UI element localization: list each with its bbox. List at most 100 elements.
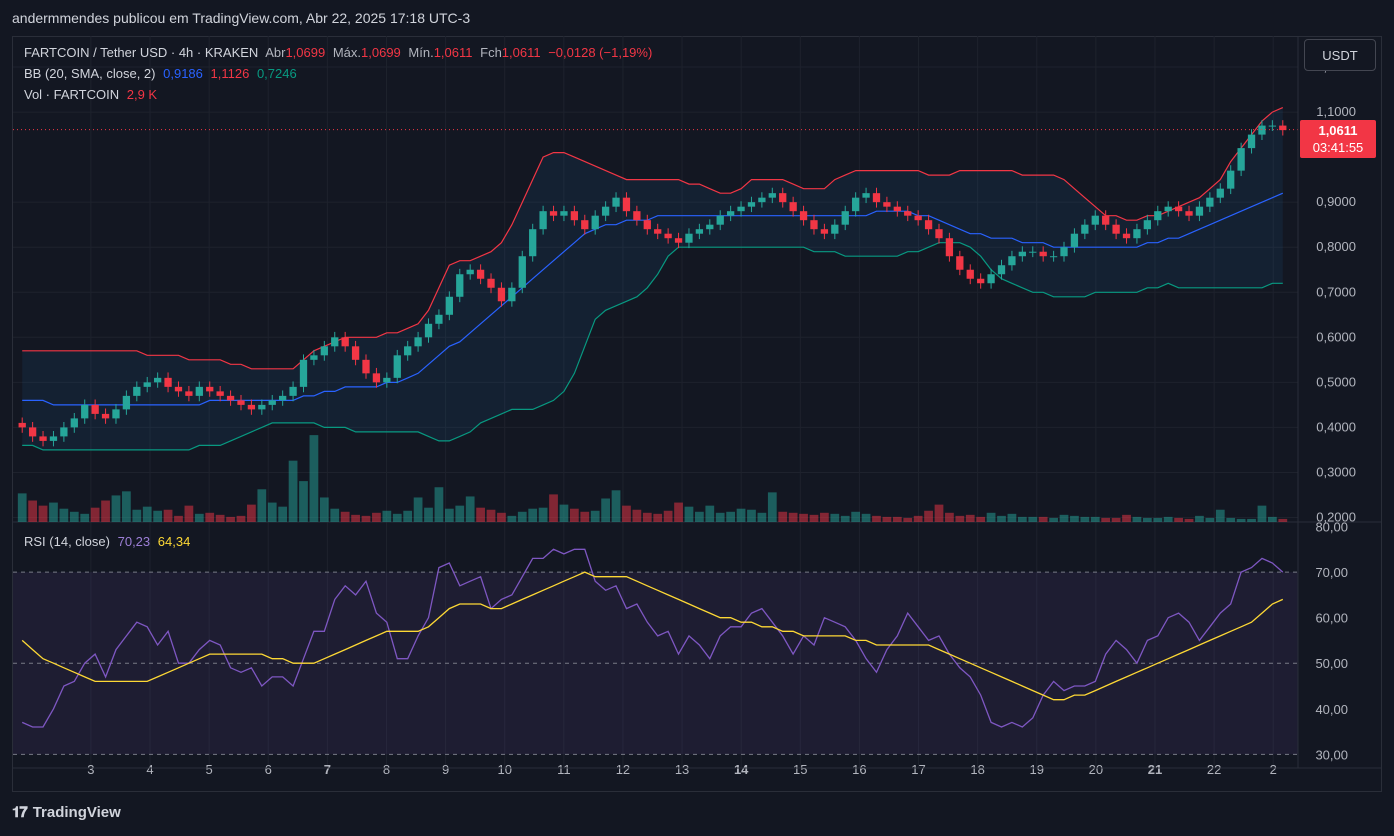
volume-bar (559, 504, 569, 522)
candle-body (987, 274, 995, 284)
candle-body (60, 427, 68, 437)
candle-body (768, 193, 776, 198)
candle-body (643, 220, 651, 230)
volume-bar (632, 509, 642, 522)
candle-body (601, 206, 610, 216)
rsi-axis-label: 70,00 (1315, 565, 1348, 580)
bb-lower-value: 0,7246 (256, 66, 297, 81)
bb-lower-line (22, 242, 1283, 451)
low-value: 1,0611 (433, 45, 473, 60)
candle-body (945, 238, 954, 257)
candle-body (393, 355, 401, 378)
low-label: Mín. (408, 45, 434, 60)
top-bar: andermmendes publicou em TradingView.com… (0, 0, 1394, 36)
volume-bar (965, 514, 975, 522)
candle-body (560, 211, 568, 216)
chart-frame (12, 36, 1382, 792)
volume-bar (1007, 513, 1017, 522)
volume-bar (715, 512, 725, 522)
candle-body (612, 197, 620, 207)
volume-bar (1111, 517, 1121, 522)
volume-bar (861, 513, 871, 522)
candle-body (664, 233, 672, 239)
candle-body (195, 386, 203, 396)
volume-bar (382, 510, 392, 522)
candle-body (456, 274, 464, 297)
volume-bar (663, 510, 673, 522)
candle-body (341, 337, 349, 347)
time-axis-label: 15 (793, 762, 807, 777)
time-axis-label: 5 (206, 762, 213, 777)
bb-legend[interactable]: BB (20, SMA, close, 2) 0,9186 1,1126 0,7… (24, 66, 301, 81)
candle-body (414, 337, 422, 347)
volume-bar (486, 509, 496, 522)
time-axis-label: 13 (675, 762, 689, 777)
currency-button[interactable]: USDT (1304, 39, 1376, 71)
volume-bar (705, 505, 715, 522)
volume-bar (997, 515, 1006, 522)
time-axis-label: 7 (324, 762, 331, 777)
rsi-legend[interactable]: RSI (14, close) 70,23 64,34 (24, 534, 194, 549)
candle-body (862, 193, 870, 198)
volume-bar (882, 516, 892, 522)
candle-body (299, 359, 308, 387)
volume-bar (653, 513, 663, 522)
volume-bar (132, 509, 142, 522)
candle-body (654, 229, 662, 234)
volume-bar (1017, 516, 1027, 522)
candle-body (174, 386, 183, 392)
volume-bar (299, 481, 308, 522)
volume-bar (1132, 516, 1142, 522)
time-axis-label: 17 (911, 762, 925, 777)
brand-name: TradingView (32, 804, 121, 821)
candle-body (1008, 256, 1016, 266)
candle-body (289, 386, 297, 396)
candle-body (310, 355, 318, 360)
open-label: Abr (265, 45, 286, 60)
volume-bar (1101, 517, 1111, 522)
volume-bar (580, 511, 590, 522)
volume-bar (830, 513, 840, 522)
candle-body (70, 418, 78, 428)
volume-bar (69, 511, 79, 522)
vol-legend[interactable]: Vol · FARTCOIN 2,9 K (24, 87, 161, 102)
candle-body (581, 220, 589, 230)
volume-bar (622, 505, 631, 522)
volume-bar (267, 502, 277, 522)
time-axis-label: 4 (146, 762, 153, 777)
candle-body (695, 229, 704, 234)
candle-body (258, 404, 266, 410)
time-axis-label: 21 (1148, 762, 1162, 777)
footer-brand[interactable]: 𝟏𝟕 TradingView (12, 804, 121, 821)
bb-label: BB (20, SMA, close, 2) (24, 66, 156, 81)
candle-body (872, 193, 881, 203)
symbol-label[interactable]: FARTCOIN / Tether USD · 4h · KRAKEN (24, 45, 259, 60)
volume-bar (1205, 517, 1215, 522)
last-price-value: 1,0611 (1318, 122, 1358, 138)
volume-bar (194, 513, 204, 522)
candle-body (247, 404, 256, 410)
candle-body (424, 323, 433, 338)
time-axis-label: 20 (1089, 762, 1103, 777)
candle-body (758, 197, 766, 203)
candle-body (570, 211, 579, 221)
candle-body (685, 233, 693, 243)
candle-body (1029, 251, 1037, 253)
rsi-axis-label: 50,00 (1315, 656, 1348, 671)
open-value: 1,0699 (285, 45, 326, 60)
candle-body (799, 211, 808, 221)
candle-body (977, 278, 985, 284)
volume-bar (111, 495, 121, 522)
candle-body (237, 400, 245, 405)
volume-bar (1163, 516, 1173, 522)
candle-body (1091, 215, 1099, 225)
candle-body (1081, 224, 1089, 234)
candle-body (633, 211, 641, 221)
rsi-ma-value: 64,34 (157, 534, 191, 549)
volume-bar (319, 497, 329, 522)
candle-body (1195, 206, 1204, 216)
candle-body (549, 211, 558, 216)
volume-bar (247, 504, 256, 522)
volume-bar (892, 516, 902, 522)
